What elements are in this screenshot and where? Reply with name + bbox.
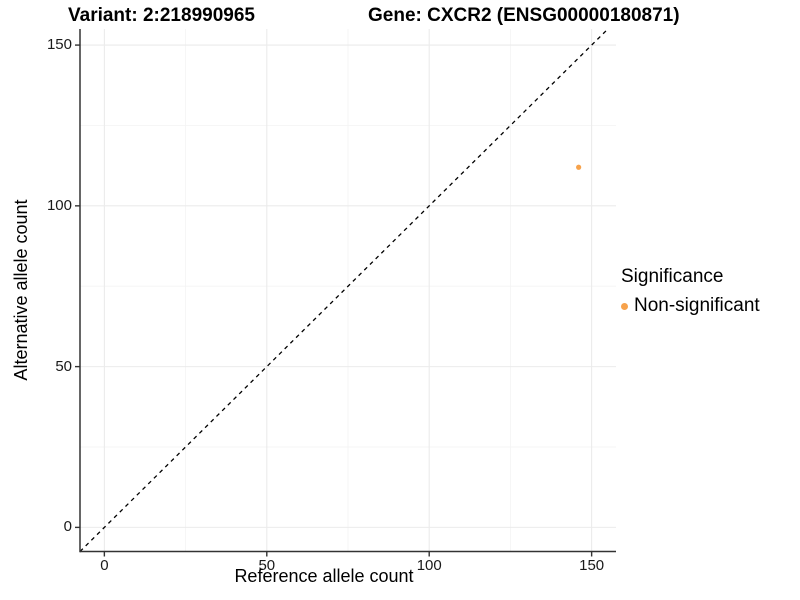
y-tick-label: 150	[46, 36, 72, 54]
y-tick-label: 50	[55, 357, 72, 375]
legend-title: Significance	[621, 266, 724, 287]
x-tick-label: 100	[416, 557, 442, 574]
x-axis-title: Reference allele count	[234, 566, 414, 586]
legend-item-label: Non-significant	[634, 295, 760, 316]
x-tick-label: 0	[100, 557, 109, 574]
data-point	[576, 164, 582, 170]
identity-line	[79, 28, 609, 552]
y-axis-title: Alternative allele count	[11, 199, 31, 381]
legend-item: Non-significant	[621, 295, 760, 317]
legend: Significance Non-significant	[621, 266, 760, 317]
y-tick-label: 100	[46, 196, 72, 214]
x-tick-label: 150	[579, 557, 605, 574]
plot-title-gene: Gene: CXCR2 (ENSG00000180871)	[368, 5, 680, 26]
plot-title-variant: Variant: 2:218990965	[68, 5, 255, 26]
y-tick-label: 0	[63, 518, 72, 536]
point-icon	[621, 302, 628, 310]
x-tick-label: 50	[258, 557, 276, 574]
